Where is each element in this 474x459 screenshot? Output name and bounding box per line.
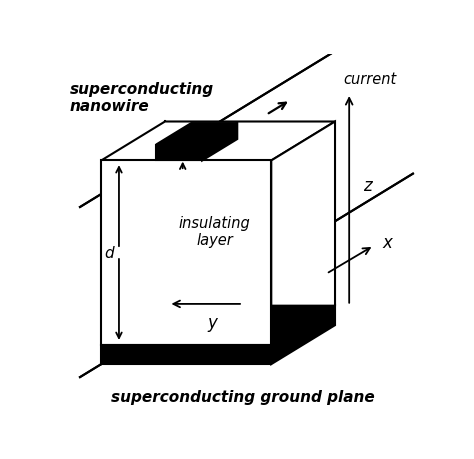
Text: superconducting ground plane: superconducting ground plane	[111, 389, 375, 403]
Text: y: y	[208, 313, 218, 331]
Text: s: s	[188, 142, 196, 157]
Polygon shape	[156, 124, 237, 145]
Text: superconducting
nanowire: superconducting nanowire	[69, 81, 213, 114]
Polygon shape	[101, 122, 335, 161]
Polygon shape	[156, 145, 202, 161]
Polygon shape	[271, 306, 335, 364]
Text: d: d	[104, 246, 114, 261]
Polygon shape	[202, 124, 237, 161]
Polygon shape	[101, 306, 335, 345]
Polygon shape	[271, 122, 335, 345]
Text: insulating
layer: insulating layer	[179, 216, 250, 248]
Text: z: z	[364, 177, 372, 195]
Text: current: current	[344, 73, 397, 87]
Text: x: x	[383, 234, 392, 252]
Polygon shape	[101, 161, 271, 345]
Polygon shape	[101, 345, 271, 364]
